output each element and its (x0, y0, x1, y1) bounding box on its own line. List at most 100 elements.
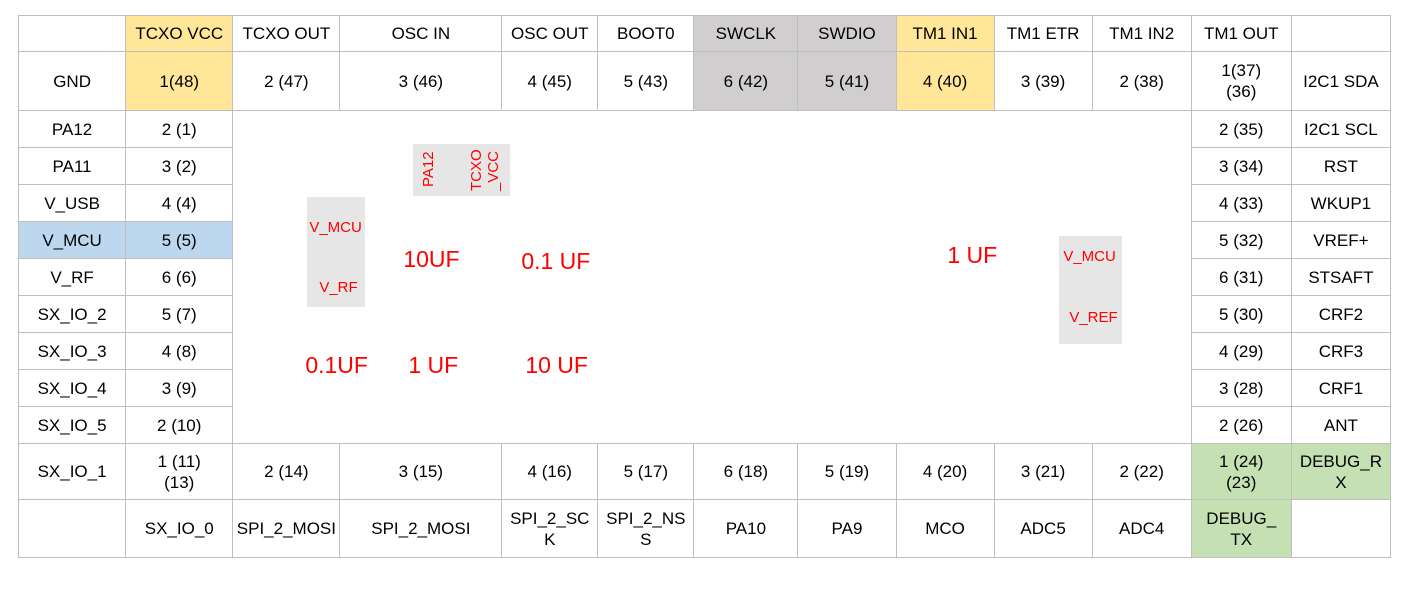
box-label: V_REF (1069, 309, 1118, 326)
row-label: V_RF (17, 258, 127, 296)
pin-cell: 2 (14) (232, 443, 341, 500)
capacitor-label: 0.1 UF (521, 248, 591, 274)
header-cell: SWDIO (797, 15, 897, 52)
pin-cell: 3 (9) (125, 369, 234, 407)
header-row: TCXO VCC TCXO OUT OSC IN OSC OUT BOOT0 S… (17, 15, 1392, 52)
pin-cell: 2 (47) (232, 51, 341, 111)
pin-cell: 3 (15) (339, 443, 503, 500)
pin-row: SX_IO_5 2 (10) 2 (26) ANT (17, 406, 1392, 444)
capacitor-label: 1 UF (947, 242, 998, 268)
vertical-label: TCXO (468, 149, 486, 191)
pin-cell: 5 (43) (597, 51, 695, 111)
row-label: V_MCU (17, 221, 127, 259)
bottom-label: ADC4 (1091, 499, 1192, 558)
pin-cell: 3 (2) (125, 147, 234, 185)
bottom-label: DEBUG_ TX (1190, 499, 1292, 558)
v-mcu-v-rf-box (307, 197, 366, 307)
row-label-right: VREF+ (1290, 221, 1392, 259)
pin-cell: 5 (7) (125, 295, 234, 333)
bottom-label: SPI_2_MOSI (339, 499, 503, 558)
bottom-label: SPI_2_MOSI (232, 499, 341, 558)
header-cell: BOOT0 (597, 15, 695, 52)
box-label: V_RF (319, 279, 358, 296)
pin-cell: 4 (45) (501, 51, 599, 111)
header-cell: SWCLK (693, 15, 799, 52)
pin-row: V_USB 4 (4) 4 (33) WKUP1 (17, 184, 1392, 222)
pin-cell: 2 (38) (1091, 51, 1192, 111)
pin-cell: 1(37) (36) (1190, 51, 1292, 111)
pin-cell: 4 (29) (1190, 332, 1292, 370)
header-cell: TCXO VCC (125, 15, 234, 52)
pin-cell: 3 (34) (1190, 147, 1292, 185)
bottom-label: MCO (895, 499, 995, 558)
vertical-label: PA12 (420, 151, 438, 187)
header-cell: TCXO OUT (232, 15, 341, 52)
pa12-tcxo-box (413, 144, 511, 196)
bottom-label (17, 499, 127, 558)
pin-cell: 4 (4) (125, 184, 234, 222)
bottom-label-row: SX_IO_0 SPI_2_MOSI SPI_2_MOSI SPI_2_SC K… (17, 499, 1392, 558)
row-label-right: STSAFT (1290, 258, 1392, 296)
row-label-right: RST (1290, 147, 1392, 185)
pin-cell: 5 (32) (1190, 221, 1292, 259)
pin-cell: 4 (8) (125, 332, 234, 370)
row-label: SX_IO_1 (17, 443, 127, 500)
pin-row: PA12 2 (1) V_MCU V_RF PA12 TCXO _VCC 10U… (17, 110, 1392, 444)
row-label: V_USB (17, 184, 127, 222)
pin-cell: 5 (30) (1190, 295, 1292, 333)
row-label: SX_IO_3 (17, 332, 127, 370)
row-label: GND (17, 51, 127, 111)
bottom-label: ADC5 (993, 499, 1093, 558)
pin-cell: 6 (6) (125, 258, 234, 296)
row-label-right: I2C1 SCL (1290, 110, 1392, 148)
v-mcu-v-ref-box (1059, 236, 1123, 344)
header-cell: OSC IN (339, 15, 503, 52)
row-label: SX_IO_2 (17, 295, 127, 333)
row-label: SX_IO_4 (17, 369, 127, 407)
pin-cell: 3 (46) (339, 51, 503, 111)
pin-cell: 5 (17) (597, 443, 695, 500)
vertical-label: _VCC (485, 150, 503, 191)
pin-cell: 4 (40) (895, 51, 995, 111)
capacitor-label: 0.1UF (305, 352, 368, 378)
box-label: V_MCU (1063, 248, 1116, 265)
pin-cell: 1 (11) (13) (125, 443, 234, 500)
pin-row: SX_IO_2 5 (7) 5 (30) CRF2 (17, 295, 1392, 333)
pin-cell: 5 (41) (797, 51, 897, 111)
pin-cell: 2 (10) (125, 406, 234, 444)
pin-row: V_RF 6 (6) 6 (31) STSAFT (17, 258, 1392, 296)
pin-row: PA11 3 (2) 3 (34) RST (17, 147, 1392, 185)
row-label-right: CRF1 (1290, 369, 1392, 407)
bottom-label: PA10 (693, 499, 799, 558)
box-label: V_MCU (309, 219, 362, 236)
row-label: PA11 (17, 147, 127, 185)
row-label-right: CRF2 (1290, 295, 1392, 333)
row-label-right: CRF3 (1290, 332, 1392, 370)
row-label: PA12 (17, 110, 127, 148)
row-label-right: I2C1 SDA (1290, 51, 1392, 111)
header-cell: TM1 OUT (1190, 15, 1292, 52)
bottom-label: PA9 (797, 499, 897, 558)
pin-cell: 5 (19) (797, 443, 897, 500)
pin-row: V_MCU 5 (5) 5 (32) VREF+ (17, 221, 1392, 259)
pin-cell: 4 (33) (1190, 184, 1292, 222)
pin-cell: 6 (42) (693, 51, 799, 111)
pin-cell: 1 (24) (23) (1190, 443, 1292, 500)
pin-cell: 5 (5) (125, 221, 234, 259)
pin-cell: 2 (35) (1190, 110, 1292, 148)
pin-cell: 3 (39) (993, 51, 1093, 111)
pin-cell: 2 (22) (1091, 443, 1192, 500)
bottom-label: SPI_2_SC K (501, 499, 599, 558)
pin-map-table: TCXO VCC TCXO OUT OSC IN OSC OUT BOOT0 S… (17, 15, 1392, 558)
header-cell: TM1 ETR (993, 15, 1093, 52)
pin-cell: 4 (20) (895, 443, 995, 500)
row-label-right: WKUP1 (1290, 184, 1392, 222)
row-label-right: ANT (1290, 406, 1392, 444)
bottom-label: SX_IO_0 (125, 499, 234, 558)
capacitor-label: 10UF (403, 246, 460, 272)
capacitor-label: 1 UF (408, 352, 459, 378)
pin-cell: 4 (16) (501, 443, 599, 500)
capacitor-label: 10 UF (525, 352, 588, 378)
center-area: V_MCU V_RF PA12 TCXO _VCC 10UF 0.1 UF 1 … (232, 110, 1192, 444)
bottom-label: SPI_2_NS S (597, 499, 695, 558)
